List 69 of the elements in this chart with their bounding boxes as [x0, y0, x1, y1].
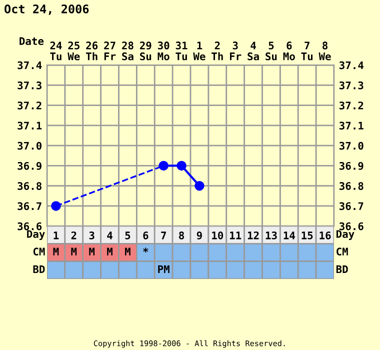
y2-tick-label: 37.4 [339, 61, 364, 70]
y-axis-title: Day [27, 230, 45, 240]
chart-title: Oct 24, 2006 [4, 4, 89, 15]
x-tick-label: 5 [125, 232, 130, 240]
y2-tick-label: 36.6 [339, 222, 364, 230]
x-tick-label: 8 We [318, 42, 331, 60]
text: * [143, 248, 148, 253]
y-tick-label: 37.0 [18, 142, 42, 150]
y-tick-label: BD [33, 265, 45, 274]
x-tick-label: 3 Fr [230, 42, 242, 60]
x-tick-label: 4 [107, 232, 112, 240]
x-tick-label: 8 [179, 231, 184, 240]
x-tick-label: 25 We [68, 42, 80, 60]
x-tick-label: 16 [320, 231, 331, 240]
y-tick-label: 37.2 [18, 102, 42, 110]
x-tick-label: 5 Su [266, 42, 277, 60]
y-tick-label: 36.6 [18, 222, 42, 230]
y2-tick-label: 37.0 [339, 142, 364, 150]
x-tick-label: 13 [266, 231, 277, 240]
y2-tick-label: 36.9 [339, 162, 364, 170]
x-tick-label: 11 [230, 232, 242, 240]
x-tick-label: 7 [161, 232, 166, 240]
y2-tick-label: 36.8 [339, 182, 364, 190]
text: M [107, 248, 112, 256]
y-tick-label: 36.9 [18, 162, 42, 170]
x-tick-label: 4 Sa [248, 42, 259, 60]
x-tick-label: 27 Fr [104, 42, 116, 60]
x-tick-label: 2 Th [212, 42, 223, 60]
y-tick-label: CM [33, 248, 45, 256]
y2-tick-label: 37.3 [339, 81, 364, 90]
y-tick-label: 37.3 [18, 81, 42, 90]
x-tick-label: 9 [196, 232, 202, 240]
x-tick-label: 6 Mo [283, 42, 295, 60]
y-tick-label: 37.1 [18, 122, 42, 130]
x-tick-label: 24 Tu [50, 42, 62, 60]
x-tick-label: 30 Mo [158, 42, 170, 60]
x-tick-label: 10 [212, 231, 224, 240]
y2-tick-label: 37.1 [339, 122, 364, 130]
y-tick-label: 36.7 [18, 202, 42, 210]
point [176, 160, 186, 171]
y2-tick-label: 36.7 [339, 202, 364, 210]
text: PM [158, 265, 170, 274]
x-tick-label: 26 Th [86, 42, 98, 60]
x-tick-label: 7 Tu [301, 42, 312, 60]
point [158, 160, 168, 171]
x-tick-label: 15 [302, 232, 313, 240]
point [51, 201, 61, 211]
y2-tick-label: BD [336, 265, 348, 274]
x-axis-title: Date [20, 37, 44, 46]
text: M [89, 248, 95, 256]
y-tick-label: 37.4 [18, 61, 42, 70]
x-tick-label: 6 [143, 231, 148, 240]
text: M [71, 248, 77, 256]
x-tick-label: 2 [71, 231, 76, 240]
x-tick-label: 3 [89, 231, 94, 240]
x-tick-label: 12 [248, 231, 259, 240]
x-tick-label: 1 We [193, 42, 206, 60]
x-tick-label: 1 [54, 232, 59, 240]
x-tick-label: 28 Sa [122, 42, 134, 60]
x-tick-label: 29 Su [140, 42, 152, 60]
y-tick-label: 36.8 [18, 182, 42, 190]
x-tick-label: 31 Tu [176, 42, 188, 60]
text: M [125, 248, 130, 256]
y2-axis-title: Day [336, 230, 354, 240]
text: M [53, 248, 59, 256]
y2-tick-label: 37.2 [339, 102, 364, 110]
x-tick-label: 14 [284, 232, 295, 240]
y2-tick-label: CM [336, 248, 348, 256]
point [194, 180, 204, 191]
